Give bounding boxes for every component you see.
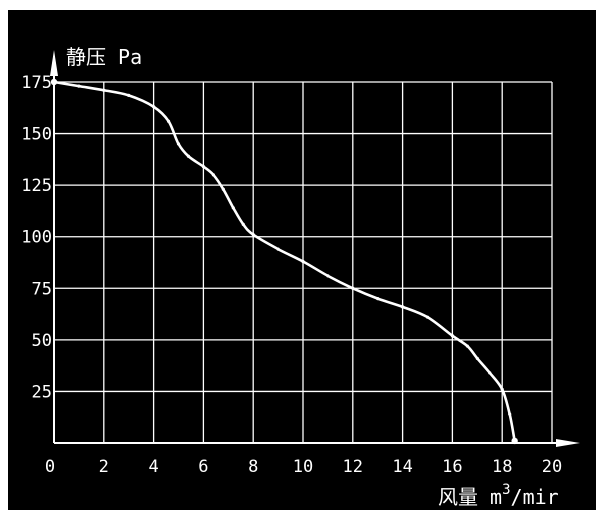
- axes: [50, 50, 580, 447]
- y-tick-label-175: 175: [21, 73, 52, 93]
- x-tick-label-0: 0: [45, 457, 55, 477]
- pressure-flow-chart: 0 2 4 6 8 10 12 14 16 18 20 25 50 75 100 125 150 175 静压 …: [21, 45, 580, 509]
- x-tick-labels: 0 2 4 6 8 10 12 14 16 18 20: [45, 457, 562, 477]
- y-tick-label-50: 50: [32, 331, 52, 351]
- data-point-0-4: [152, 105, 156, 109]
- x-axis-title: 风量 m3/mir: [438, 482, 559, 509]
- data-point-0-17: [351, 286, 355, 290]
- data-point-0-8: [201, 164, 205, 169]
- data-point-0-1: [77, 84, 81, 88]
- x-axis-title-sup: 3: [502, 482, 510, 498]
- x-axis-arrow: [556, 439, 580, 447]
- x-tick-label-10: 10: [293, 457, 313, 477]
- data-point-0-5: [166, 119, 171, 123]
- x-tick-label-20: 20: [542, 457, 562, 477]
- data-point-0-9: [211, 173, 215, 177]
- data-point-0-22: [465, 344, 469, 348]
- data-point-0-12: [241, 222, 245, 226]
- data-point-0-7: [186, 154, 191, 158]
- data-point-0-11: [231, 206, 235, 210]
- series-line-0: [53, 80, 516, 442]
- data-point-0-23: [475, 356, 479, 361]
- x-axis-title-main: 风量 m: [438, 485, 502, 509]
- data-point-0-19: [401, 305, 405, 309]
- x-tick-label-18: 18: [492, 457, 512, 477]
- data-point-0-10: [221, 187, 225, 191]
- data-point-0-18: [376, 297, 380, 301]
- data-point-0-0: [50, 78, 58, 86]
- chart-panel: 0 2 4 6 8 10 12 14 16 18 20 25 50 75 100 125 150 175 静压 …: [8, 10, 596, 510]
- data-point-0-24: [488, 371, 492, 375]
- x-tick-label-2: 2: [99, 457, 109, 477]
- y-tick-label-150: 150: [21, 125, 52, 145]
- data-point-0-16: [326, 274, 330, 278]
- data-point-0-26: [508, 412, 512, 416]
- y-axis-title: 静压 Pa: [66, 45, 142, 69]
- data-point-0-13: [251, 233, 255, 237]
- grid: [54, 81, 553, 443]
- y-axis-arrow: [50, 50, 58, 76]
- data-point-0-21: [450, 334, 454, 338]
- y-tick-label-75: 75: [32, 279, 52, 299]
- data-point-0-2: [102, 88, 106, 92]
- y-tick-label-25: 25: [32, 382, 52, 402]
- x-tick-label-6: 6: [198, 457, 208, 477]
- y-tick-label-100: 100: [21, 228, 52, 248]
- x-tick-label-4: 4: [148, 457, 158, 477]
- series-layer: [50, 78, 518, 445]
- x-axis-title-tail: /mir: [511, 485, 559, 509]
- y-tick-labels: 25 50 75 100 125 150 175: [21, 73, 52, 402]
- data-point-0-6: [176, 142, 181, 146]
- data-point-0-27: [511, 437, 518, 445]
- x-tick-label-16: 16: [442, 457, 462, 477]
- y-tick-label-125: 125: [21, 176, 52, 196]
- x-tick-label-12: 12: [343, 457, 363, 477]
- x-tick-label-14: 14: [392, 457, 412, 477]
- data-point-0-25: [500, 387, 504, 391]
- data-point-0-14: [276, 247, 280, 251]
- data-point-0-3: [127, 93, 131, 98]
- x-tick-label-8: 8: [248, 457, 258, 477]
- data-point-0-15: [301, 259, 305, 264]
- data-point-0-20: [425, 315, 430, 319]
